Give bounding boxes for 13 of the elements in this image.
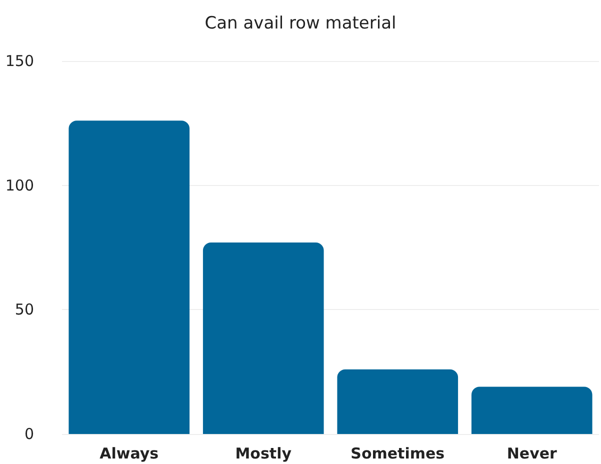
y-tick-label: 100 [5, 176, 34, 194]
bar [68, 120, 190, 434]
bar [337, 369, 458, 434]
x-tick-label: Mostly [235, 444, 292, 462]
x-tick-label: Sometimes [350, 444, 445, 462]
x-tick-label: Never [506, 444, 558, 462]
x-tick-label: Always [100, 444, 159, 462]
bar [202, 242, 324, 434]
y-tick-label: 50 [14, 300, 34, 319]
y-tick-label: 0 [24, 425, 34, 443]
chart-title: Can avail row material [204, 14, 396, 34]
bar [471, 386, 592, 434]
y-tick-label: 150 [5, 52, 34, 70]
